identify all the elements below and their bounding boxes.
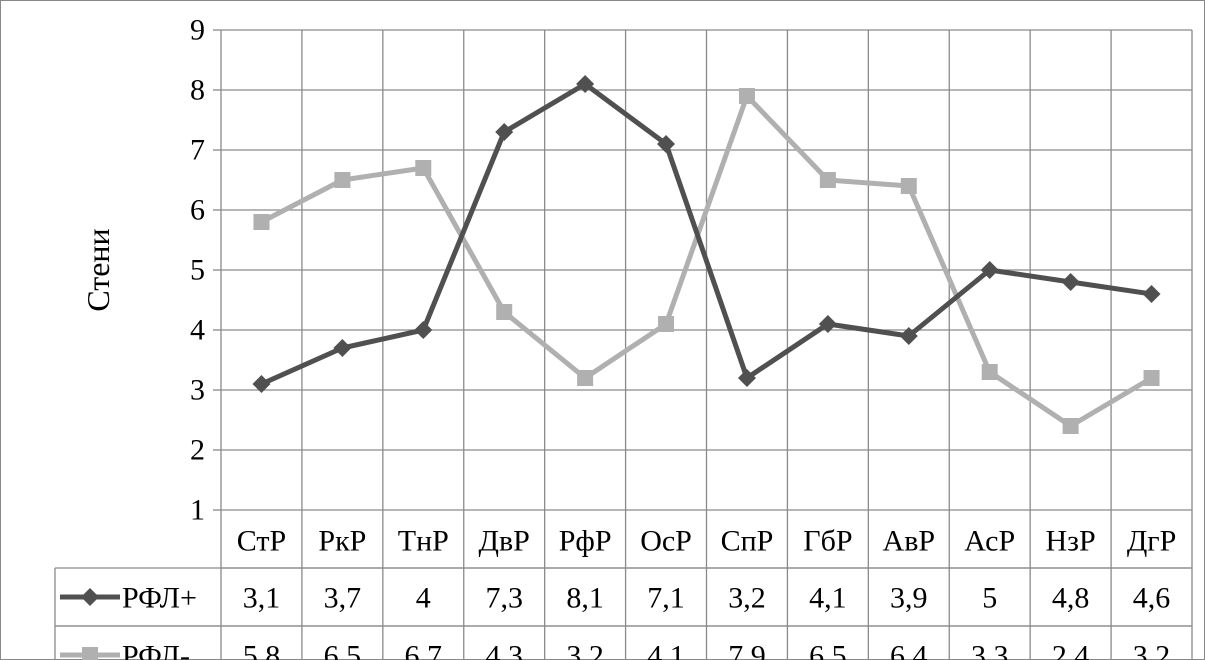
y-tick-label: 4 [190,314,205,347]
table-cell: 8,1 [566,582,604,615]
data-point [334,172,351,188]
data-point [657,135,676,153]
category-label: АвР [883,525,936,558]
table-cell: 4,6 [1133,582,1171,615]
legend-key-marker [82,647,98,660]
y-tick-label: 7 [190,134,205,167]
table-cell: 4 [416,582,431,615]
data-point [1062,418,1079,434]
data-point [899,327,918,345]
y-tick-label: 8 [190,74,205,107]
y-tick-label: 6 [190,194,205,227]
table-cell: 2,4 [1052,640,1090,660]
data-point [737,369,756,387]
table-cell: 3,1 [243,582,281,615]
table-cell: 3,2 [566,640,604,660]
data-point [414,321,433,339]
table-cell: 5 [982,582,997,615]
series-line [260,93,1153,429]
data-point [576,75,595,93]
category-label: СтР [237,525,286,558]
category-label: РкР [318,525,366,558]
table-cell: 6,7 [405,640,443,660]
y-tick-label: 1 [190,494,205,527]
y-tick-label: 3 [190,374,205,407]
data-point [658,316,675,332]
data-point [900,178,917,194]
y-axis-label: Стени [80,228,116,311]
y-axis-ticks: 1 2 3 4 5 6 7 8 9 [190,14,205,527]
data-point [253,214,270,230]
table-cell: 3,7 [324,582,362,615]
table-cell: 4,3 [485,640,523,660]
category-label: ГбР [803,525,852,558]
data-point [495,123,514,141]
category-label: РфР [559,525,612,558]
table-cell: 3,3 [971,640,1009,660]
data-table: СтР РкР ТнР ДвР РфР ОсР СпР ГбР АвР АсР НзР ДгР РФЛ+… [54,525,1192,660]
table-cell: 4,1 [809,582,847,615]
data-point [1061,273,1080,291]
series-line [260,81,1152,387]
table-cell: 6,5 [324,640,362,660]
legend-key-marker [81,588,99,606]
data-point [818,315,837,333]
series-markers [252,75,1161,434]
y-tick-label: 2 [190,434,205,467]
grid [213,29,1193,660]
data-point [252,375,271,393]
data-point [1142,285,1161,303]
category-label: АсР [964,525,1015,558]
table-cell: 6,4 [890,640,928,660]
table-cell: 3,9 [890,582,928,615]
table-cell: 7,9 [728,640,766,660]
category-label: ОсР [640,525,692,558]
data-point [333,339,352,357]
data-point [981,364,998,380]
series-lines [260,81,1153,429]
data-point [1143,370,1160,386]
data-point [496,304,513,320]
table-cell: 3,2 [728,582,766,615]
table-cell: 7,3 [485,582,523,615]
data-point [577,370,594,386]
table-cell: 6,5 [809,640,847,660]
category-label: ТнР [398,525,449,558]
table-cell: 5,8 [243,640,281,660]
data-point [980,261,999,279]
table-cell: 3,2 [1133,640,1171,660]
table-cell: 4,8 [1052,582,1090,615]
table-cell: 7,1 [647,582,685,615]
y-tick-label: 5 [190,254,205,287]
category-label: ДгР [1127,525,1176,558]
legend-label: РФЛ- [122,640,190,660]
legend-label: РФЛ+ [122,582,197,615]
table-cell: 4,1 [647,640,685,660]
category-label: ДвР [479,525,530,558]
data-point [415,160,432,176]
category-label: НзР [1046,525,1096,558]
category-label: СпР [721,525,774,558]
data-point [738,88,755,104]
data-point [819,172,836,188]
y-tick-label: 9 [190,14,205,47]
